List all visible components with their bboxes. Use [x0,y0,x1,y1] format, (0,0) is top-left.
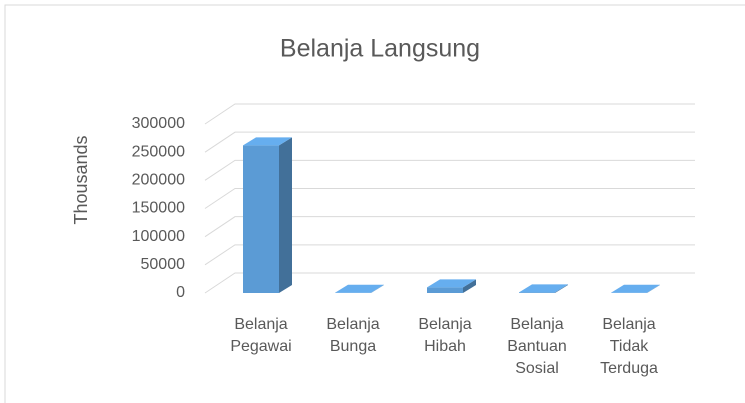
y-tick-label: 50000 [141,256,186,273]
bar-top [243,137,292,146]
y-tick-label: 0 [176,284,185,301]
bar-front [427,287,463,293]
bar-top [427,279,476,288]
y-tick-label: 300000 [132,115,185,132]
x-tick-label: Belanja Tidak Terduga [600,316,658,377]
grid-line [204,272,695,294]
bar [427,279,476,293]
y-tick-label: 200000 [132,172,185,189]
bar-side [279,137,292,293]
x-tick-label: Belanja Bantuan Sosial [507,316,567,377]
x-tick-label: Belanja Hibah [418,316,472,355]
bar [335,284,384,293]
bar-side [463,279,476,293]
grid-line [204,216,695,238]
bar [243,137,292,293]
bar [519,284,568,293]
bar-side [371,284,384,293]
y-tick-label: 250000 [132,143,185,160]
grid-line [204,188,695,209]
bar-top [335,284,384,293]
x-tick-label: Belanja Bunga [326,316,380,355]
x-tick-label: Belanja Pegawai [230,316,292,355]
grid-line [204,159,695,181]
chart-title: Belanja Langsung [280,35,480,63]
bar-top [519,284,568,293]
y-tick-label: 150000 [132,200,185,217]
bar-side [647,284,660,293]
grid-line [204,244,695,266]
grid-line [204,103,695,125]
grid-line [204,131,695,153]
y-axis-label: Thousands [71,135,91,224]
bar-front [243,145,279,293]
bar-front [519,292,555,293]
bar [611,284,660,293]
bar-side [555,284,568,293]
bar-top [611,284,660,293]
y-tick-label: 100000 [132,228,185,245]
chart-border [4,4,745,403]
